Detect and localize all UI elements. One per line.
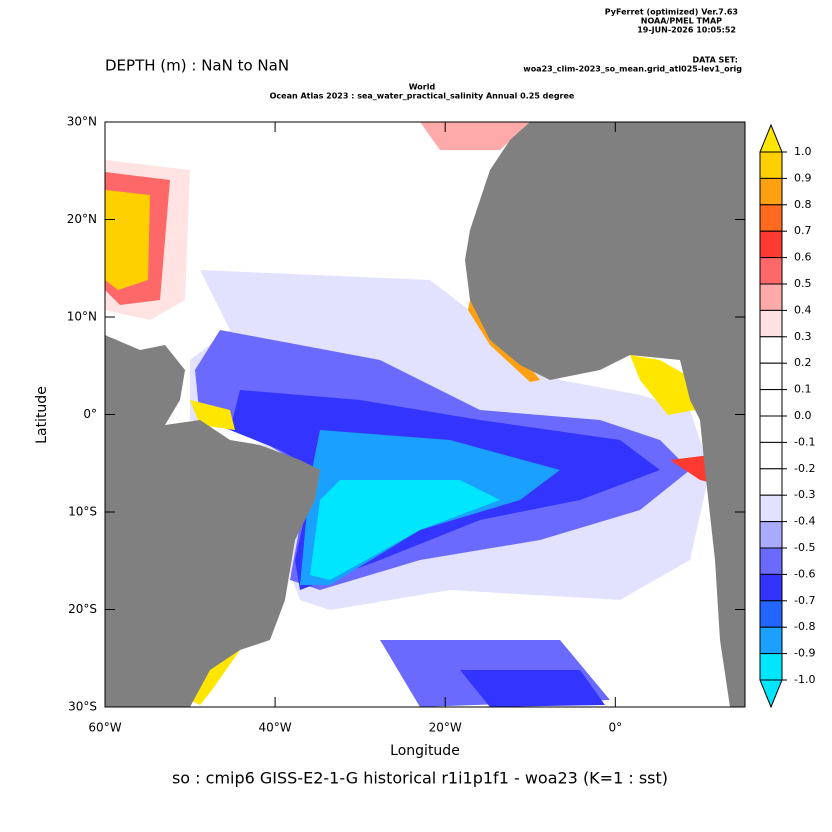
y-tick-label: 20°N [67,212,97,226]
colorbar-box [759,415,783,443]
colorbar-label: -1.0 [794,673,815,686]
x-tick-label: 0° [608,721,622,735]
colorbar-label: 0.4 [794,303,812,316]
colorbar-label: -0.1 [794,435,815,448]
field-patch [460,670,605,707]
colorbar-label: 0.7 [794,224,812,237]
colorbar-label: 0.0 [794,409,812,422]
colorbar-box [759,362,783,391]
header: PyFerret (optimized) Ver.7.63 [605,8,738,17]
colorbar-label: 0.1 [794,383,812,396]
land [105,335,320,707]
colorbar-label: 0.9 [794,171,812,184]
colorbar-label: -0.8 [794,620,815,633]
x-axis-label: Longitude [390,743,460,759]
y-tick-label: 20°S [68,602,97,616]
colorbar-box [759,257,783,285]
subtitle: World [409,83,436,92]
x-tick-label: 20°W [429,721,462,735]
colorbar-box [759,573,783,602]
colorbar-box [759,230,783,259]
colorbar-box [759,283,783,311]
dataset: woa23_clim-2023_so_mean.grid_atl025-lev1… [523,65,742,74]
colorbar-label: 0.5 [794,277,812,290]
colorbar-label: -0.7 [794,594,815,607]
colorbar-label: -0.5 [794,541,815,554]
colorbar-label: -0.4 [794,515,815,528]
colorbar-box [759,494,783,523]
colorbar-label: 0.2 [794,356,812,369]
colorbar-box [759,468,783,496]
x-tick-label: 40°W [259,721,292,735]
y-tick-label: 30°N [67,115,97,129]
colorbar-box [759,336,783,364]
colorbar-box [759,204,783,232]
map-field [104,121,746,708]
colorbar-box [759,151,783,179]
colorbar-label: 0.3 [794,330,812,343]
colorbar-over [759,123,783,153]
header: NOAA/PMEL TMAP [641,17,722,26]
header: 19-JUN-2026 10:05:52 [637,26,736,35]
colorbar-label: 0.8 [794,198,812,211]
colorbar-box [759,521,783,549]
field-patch [420,122,530,150]
field-patch [630,355,695,415]
y-tick-label: 10°N [67,310,97,324]
y-tick-label: 30°S [68,700,97,714]
subtitle: Ocean Atlas 2023 : sea_water_practical_s… [270,92,575,101]
colorbar-label: -0.6 [794,567,815,580]
dataset-label: DATA SET: [693,56,738,65]
colorbar-label: 0.6 [794,251,812,264]
colorbar-box [759,547,783,575]
colorbar-label: 1.0 [794,145,812,158]
land [465,122,745,707]
y-axis-label: Latitude [34,386,50,444]
colorbar-box [759,600,783,628]
colorbar-under [759,679,783,709]
field-patch [310,480,500,580]
colorbar-box [759,441,783,470]
colorbar-box [759,653,783,681]
colorbar-box [759,309,783,338]
y-tick-label: 10°S [68,505,97,519]
colorbar-box [759,626,783,655]
title: DEPTH (m) : NaN to NaN [105,57,289,75]
colorbar-label: -0.2 [794,462,815,475]
colorbar-label: -0.9 [794,647,815,660]
caption: so : cmip6 GISS-E2-1-G historical r1i1p1… [172,769,668,788]
field-patch [105,190,150,290]
y-tick-label: 0° [83,407,97,421]
colorbar-box [759,177,783,206]
colorbar-box [759,389,783,417]
colorbar-label: -0.3 [794,488,815,501]
x-tick-label: 60°W [88,721,121,735]
